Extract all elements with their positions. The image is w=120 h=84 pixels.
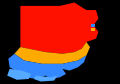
Polygon shape — [20, 3, 98, 54]
Bar — [91, 32, 95, 34]
Polygon shape — [14, 42, 90, 64]
Polygon shape — [7, 69, 31, 80]
Polygon shape — [8, 54, 86, 79]
Bar — [91, 24, 95, 27]
Polygon shape — [34, 76, 58, 81]
Bar — [91, 28, 95, 31]
